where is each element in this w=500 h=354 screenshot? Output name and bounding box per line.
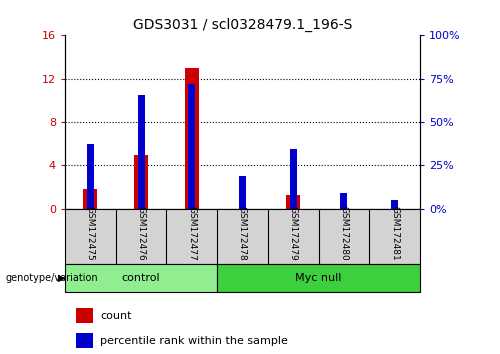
Bar bbox=[340, 193, 347, 209]
Bar bbox=[87, 144, 94, 209]
Bar bbox=[286, 195, 300, 209]
Text: GSM172476: GSM172476 bbox=[136, 206, 145, 261]
Bar bbox=[76, 308, 94, 323]
Bar bbox=[84, 189, 98, 209]
Text: genotype/variation: genotype/variation bbox=[5, 273, 98, 283]
Bar bbox=[391, 200, 398, 209]
FancyBboxPatch shape bbox=[65, 264, 217, 292]
FancyBboxPatch shape bbox=[217, 264, 420, 292]
Text: Myc null: Myc null bbox=[296, 273, 342, 283]
Text: GSM172481: GSM172481 bbox=[390, 206, 399, 261]
Bar bbox=[76, 333, 94, 348]
Bar bbox=[239, 176, 246, 209]
Bar bbox=[138, 95, 144, 209]
Text: count: count bbox=[100, 311, 132, 321]
Title: GDS3031 / scl0328479.1_196-S: GDS3031 / scl0328479.1_196-S bbox=[133, 17, 352, 32]
Text: GSM172479: GSM172479 bbox=[288, 206, 298, 261]
Text: GSM172475: GSM172475 bbox=[86, 206, 95, 261]
Bar bbox=[184, 68, 199, 209]
Text: control: control bbox=[122, 273, 160, 283]
Bar bbox=[290, 149, 297, 209]
Text: GSM172477: GSM172477 bbox=[188, 206, 196, 261]
Text: percentile rank within the sample: percentile rank within the sample bbox=[100, 336, 288, 346]
Text: ▶: ▶ bbox=[58, 273, 65, 283]
Bar bbox=[134, 155, 148, 209]
Text: GSM172480: GSM172480 bbox=[340, 206, 348, 261]
Text: GSM172478: GSM172478 bbox=[238, 206, 247, 261]
Bar bbox=[188, 84, 196, 209]
